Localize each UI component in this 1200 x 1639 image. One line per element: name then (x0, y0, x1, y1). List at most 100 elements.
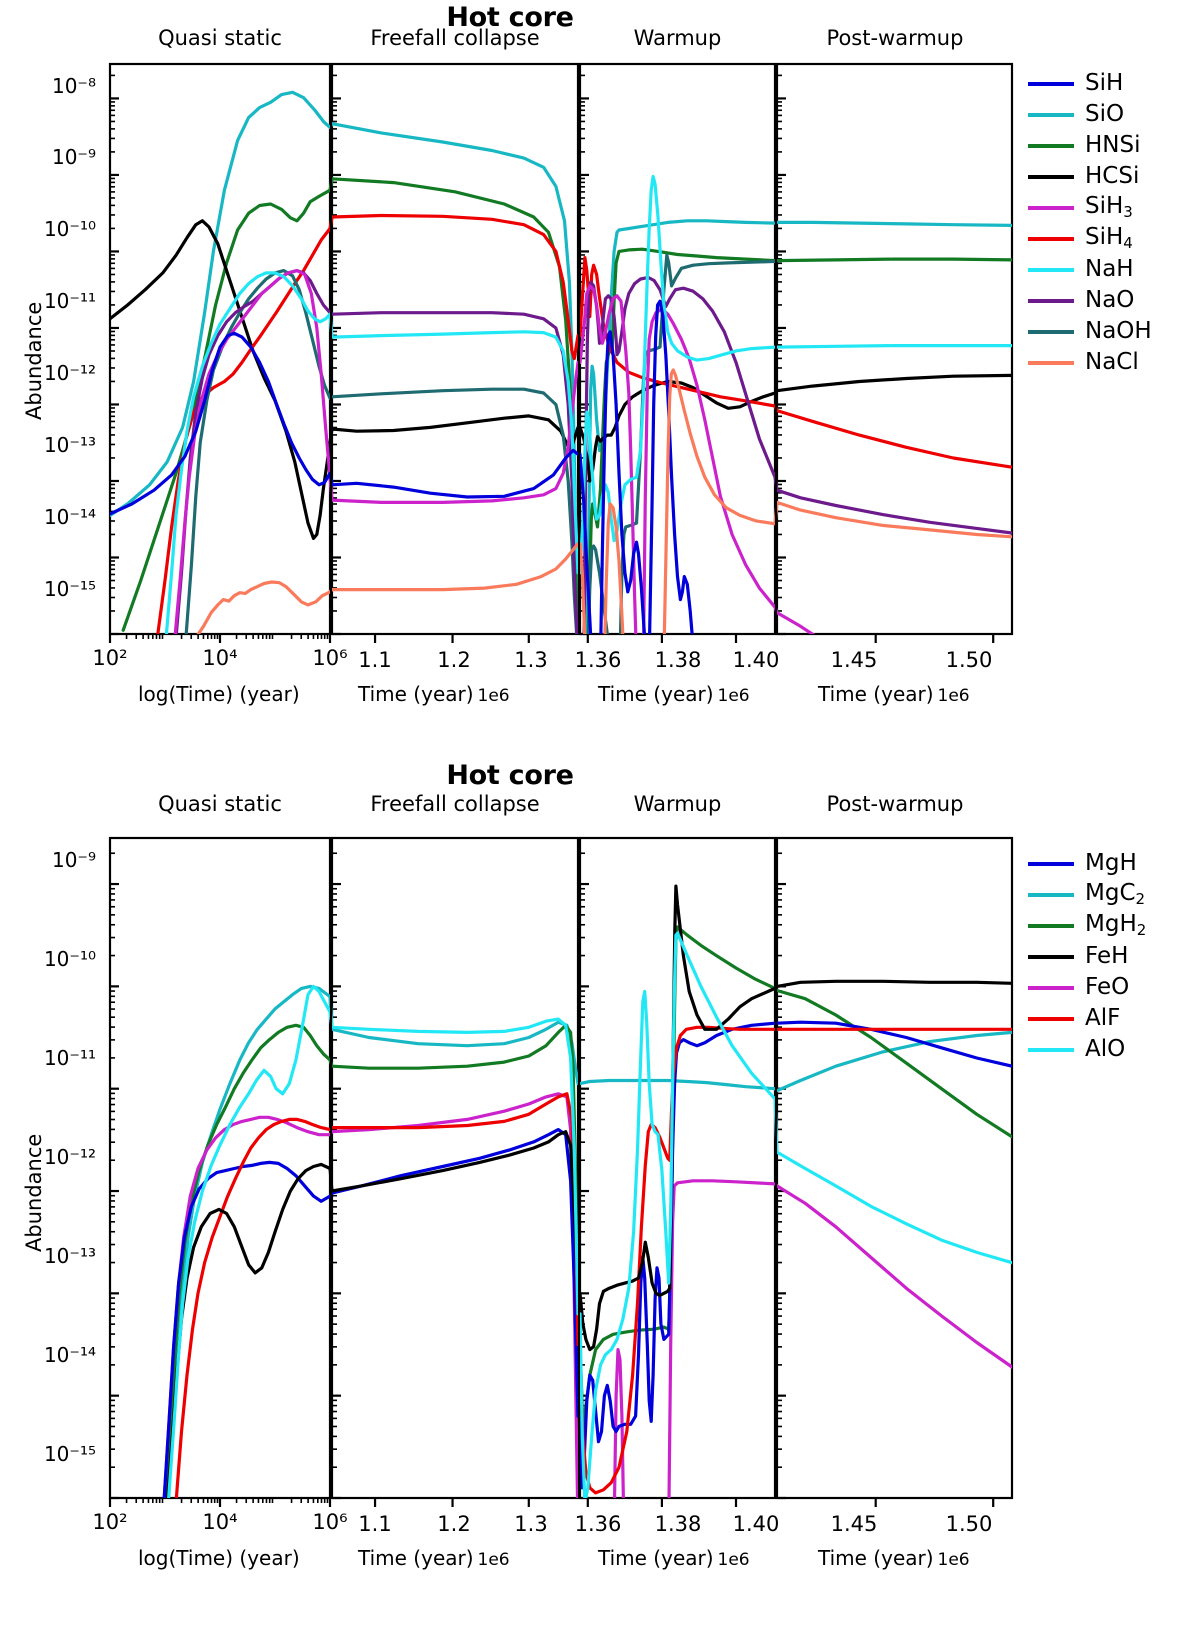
series-mgh (162, 1020, 1012, 1498)
x-axis-offset: 1e6 (717, 1550, 750, 1570)
x-axis-label-warmup: Time (year) 1e6 (598, 682, 750, 706)
x-tick-label: 1.36 (574, 648, 622, 672)
y-tick-label: 10⁻⁹ (51, 848, 96, 872)
legend-item-alf[interactable]: AlF (1028, 1003, 1146, 1034)
y-tick-label: 10⁻¹¹ (43, 1046, 96, 1070)
x-axis-label-freefall: Time (year) 1e6 (358, 682, 510, 706)
legend-swatch (1028, 143, 1074, 148)
chart-title: Hot core (446, 760, 574, 791)
series-mgh2 (163, 925, 1012, 1498)
legend-item-sih[interactable]: SiH (1028, 68, 1152, 99)
legend-item-mgh[interactable]: MgH (1028, 848, 1146, 879)
x-axis-label-warmup: Time (year) 1e6 (598, 1546, 750, 1570)
legend-label: MgH2 (1085, 911, 1147, 940)
legend-label: SiH (1085, 70, 1124, 96)
legend-item-naoh[interactable]: NaOH (1028, 316, 1152, 347)
legend-swatch (1028, 112, 1074, 117)
legend-item-mgh2[interactable]: MgH2 (1028, 910, 1146, 941)
legend-swatch (1028, 1047, 1074, 1052)
series-feo (162, 1092, 1012, 1498)
x-tick-label: 10⁴ (202, 1510, 238, 1534)
legend-item-sio[interactable]: SiO (1028, 99, 1152, 130)
legend-swatch (1028, 205, 1074, 210)
legend-label: FeH (1085, 943, 1129, 969)
legend-label: SiH4 (1085, 224, 1133, 253)
panel-frame (775, 836, 1014, 1500)
legend-label: AlF (1085, 1005, 1121, 1031)
y-tick-label: 10⁻¹⁵ (43, 577, 96, 601)
y-tick-label: 10⁻⁹ (51, 145, 96, 169)
legend-swatch (1028, 174, 1074, 179)
series-sih (110, 299, 696, 634)
x-axis-label-text: Time (year) (598, 682, 714, 706)
x-axis-label-post-warmup: Time (year) 1e6 (818, 1546, 970, 1570)
x-axis-label-text: Time (year) (818, 682, 934, 706)
legend-swatch (1028, 892, 1074, 897)
legend-item-mgc2[interactable]: MgC2 (1028, 879, 1146, 910)
legend-swatch (1028, 1016, 1074, 1021)
plot-area-top (108, 62, 1014, 643)
panel-title-warmup: Warmup (633, 792, 722, 816)
x-tick-label: 1.1 (358, 648, 392, 672)
legend-swatch (1028, 985, 1074, 990)
x-axis-offset: 1e6 (937, 686, 970, 706)
series-alf (174, 1025, 1012, 1498)
series-nacl (194, 368, 1012, 634)
x-tick-label: 1.40 (732, 1512, 780, 1536)
x-tick-label: 1.38 (654, 648, 702, 672)
legend-item-feo[interactable]: FeO (1028, 972, 1146, 1003)
panel-title-quasi-static: Quasi static (158, 792, 282, 816)
x-axis-offset: 1e6 (937, 1550, 970, 1570)
legend-swatch (1028, 954, 1074, 959)
series-sih4 (155, 213, 1012, 634)
x-tick-label: 1.50 (945, 1512, 993, 1536)
x-tick-label: 10² (92, 1510, 128, 1534)
legend-label: SiH3 (1085, 193, 1133, 222)
panel-frame (330, 62, 580, 636)
legend-item-nao[interactable]: NaO (1028, 285, 1152, 316)
x-axis-label-text: Time (year) (818, 1546, 934, 1570)
y-tick-label: 10⁻¹⁴ (43, 505, 96, 529)
chart-hot-core-silicon-sodium: Hot core Quasi static Freefall collapse … (0, 0, 1200, 790)
chart-title: Hot core (446, 2, 574, 33)
panel-frame (775, 62, 1014, 636)
panel-title-post-warmup: Post-warmup (826, 26, 964, 50)
legend-swatch (1028, 923, 1074, 928)
legend-item-alo[interactable]: AlO (1028, 1034, 1146, 1065)
x-tick-label: 1.50 (945, 648, 993, 672)
panel-title-freefall-collapse: Freefall collapse (370, 26, 540, 50)
legend-label: HCSi (1085, 163, 1140, 189)
x-tick-label: 1.45 (830, 1512, 878, 1536)
legend-item-hnsi[interactable]: HNSi (1028, 130, 1152, 161)
legend-item-nah[interactable]: NaH (1028, 254, 1152, 285)
y-tick-label: 10⁻⁸ (51, 74, 96, 98)
legend-label: NaO (1085, 287, 1135, 313)
legend-item-nacl[interactable]: NaCl (1028, 347, 1152, 378)
legend-item-sih4[interactable]: SiH4 (1028, 223, 1152, 254)
y-tick-label: 10⁻¹² (43, 361, 96, 385)
x-tick-label: 10⁴ (202, 646, 238, 670)
x-axis-offset: 1e6 (477, 1550, 510, 1570)
legend-item-sih3[interactable]: SiH3 (1028, 192, 1152, 223)
legend-swatch (1028, 329, 1074, 334)
y-tick-label: 10⁻¹⁰ (43, 217, 96, 241)
x-tick-label: 10⁶ (312, 646, 348, 670)
x-axis-label-text: log(Time) (year) (138, 682, 300, 706)
panel-frame (578, 836, 777, 1500)
series-mgc2 (166, 984, 1012, 1498)
legend-label: NaH (1085, 256, 1134, 282)
legend-item-hcsi[interactable]: HCSi (1028, 161, 1152, 192)
x-tick-label: 1.3 (514, 1512, 548, 1536)
y-tick-label: 10⁻¹⁰ (43, 947, 96, 971)
panel-frame (330, 836, 580, 1500)
x-tick-label: 1.36 (574, 1512, 622, 1536)
legend-bottom: MgH MgC2 MgH2 FeH FeO AlF AlO (1028, 848, 1146, 1065)
x-axis-offset: 1e6 (717, 686, 750, 706)
x-tick-label: 1.38 (654, 1512, 702, 1536)
legend-item-feh[interactable]: FeH (1028, 941, 1146, 972)
x-tick-label: 10⁶ (312, 1510, 348, 1534)
x-axis-label-post-warmup: Time (year) 1e6 (818, 682, 970, 706)
plot-area-bottom (108, 836, 1014, 1507)
y-tick-label: 10⁻¹³ (43, 1244, 96, 1268)
